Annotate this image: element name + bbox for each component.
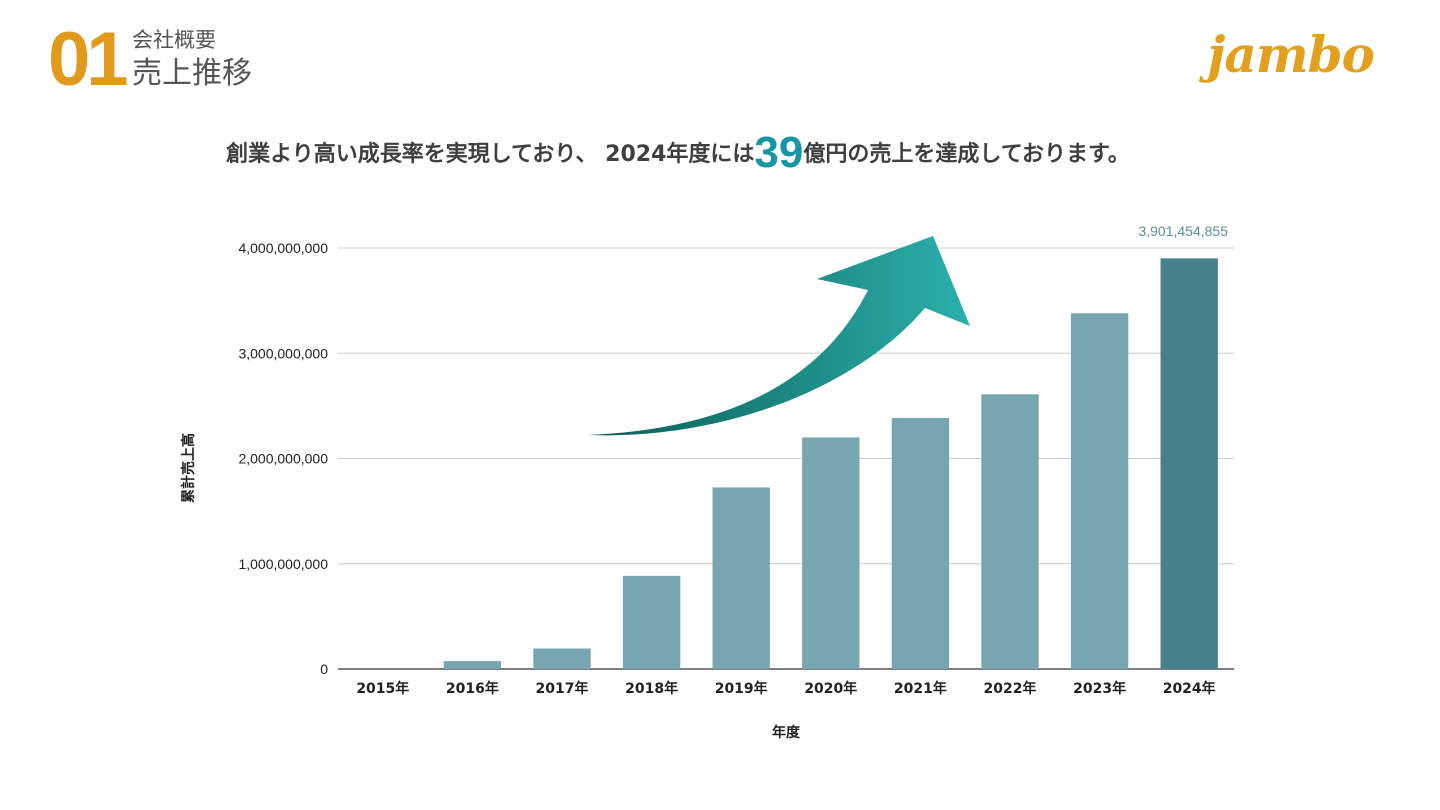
x-tick-label: 2021年: [894, 680, 947, 697]
x-axis-ticks: 2015年 2016年 2017年 2018年 2019年 2020年 2021年 2022年…: [356, 680, 1215, 697]
bar: [1070, 313, 1129, 669]
y-tick-label: 1,000,000,000: [238, 556, 328, 572]
bars: [443, 258, 1218, 669]
bar: [802, 437, 860, 669]
section-number: 01: [48, 17, 129, 102]
y-tick-label: 0: [320, 661, 328, 677]
last-bar-value-label: 3,901,454,855: [1138, 223, 1228, 239]
y-axis-title: 累計売上高: [180, 433, 197, 503]
y-tick-label: 4,000,000,000: [238, 240, 328, 256]
x-tick-label: 2023年: [1073, 680, 1126, 697]
x-tick-label: 2017年: [536, 680, 589, 697]
x-tick-label: 2018年: [625, 680, 678, 697]
growth-arrow-icon: [588, 236, 970, 436]
bar: [533, 648, 591, 669]
x-tick-label: 2019年: [715, 680, 768, 697]
brand-logo: jambo: [1207, 25, 1375, 84]
section-subtitle: 会社概要: [132, 28, 216, 52]
headline-before: 創業より高い成長率を実現しており、 2024年度には: [226, 142, 755, 167]
y-tick-label: 2,000,000,000: [238, 451, 328, 467]
y-axis-ticks: 0 1,000,000,000 2,000,000,000 3,000,000,000…: [238, 240, 328, 677]
section-title: 売上推移: [132, 56, 252, 91]
headline-after: 億円の売上を達成しております。: [803, 142, 1130, 167]
bar: [622, 575, 681, 669]
x-tick-label: 2016年: [446, 680, 499, 697]
x-tick-label: 2020年: [804, 680, 857, 697]
bar: [891, 417, 950, 669]
x-tick-label: 2015年: [356, 680, 409, 697]
bar: [443, 661, 502, 669]
bar: [712, 487, 770, 669]
x-tick-label: 2022年: [984, 680, 1037, 697]
bar: [1160, 258, 1218, 669]
headline: 創業より高い成長率を実現しており、 2024年度には39億円の売上を達成しており…: [0, 128, 1356, 178]
x-tick-label: 2024年: [1163, 680, 1216, 697]
x-axis-title: 年度: [772, 724, 801, 741]
headline-highlight: 39: [754, 128, 804, 177]
bar: [981, 394, 1039, 669]
y-tick-label: 3,000,000,000: [238, 345, 328, 361]
